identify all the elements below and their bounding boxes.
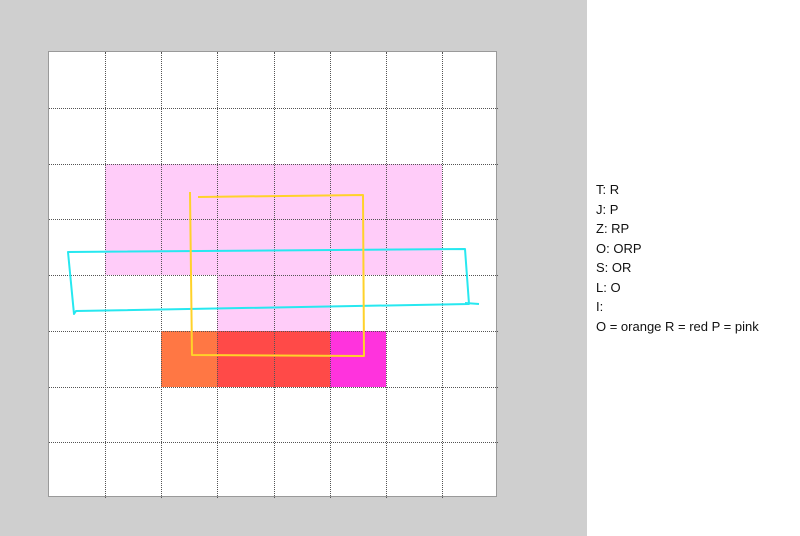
grid-line-horizontal	[49, 163, 498, 165]
grid-cell-pink	[385, 163, 442, 220]
grid-line-horizontal	[49, 442, 498, 444]
grid-line-horizontal	[49, 107, 498, 109]
grid-line-horizontal	[49, 330, 498, 332]
legend-line-i: I:	[596, 299, 604, 314]
legend-line-o: O: ORP	[596, 240, 642, 256]
grid-line-horizontal	[49, 275, 498, 276]
legend-color-key: O = orange R = red P = pink	[596, 318, 759, 334]
grid-cell-pink	[105, 163, 162, 220]
grid-line-horizontal	[49, 219, 498, 221]
legend-line-z: Z: RP	[596, 221, 630, 236]
legend-line-j: J: P	[596, 201, 619, 217]
legend-line-t: T: R	[596, 182, 620, 197]
grid-lines	[49, 52, 498, 498]
grid-line-horizontal	[49, 386, 498, 388]
legend-line-l: L: O	[596, 279, 621, 295]
legend-panel: T: R J: P Z: RP O: ORP S: OR L: O I: O =…	[596, 180, 796, 336]
legend-line-s: S: OR	[596, 260, 632, 275]
drawing-canvas[interactable]	[0, 0, 587, 536]
grid-board[interactable]	[48, 51, 498, 498]
